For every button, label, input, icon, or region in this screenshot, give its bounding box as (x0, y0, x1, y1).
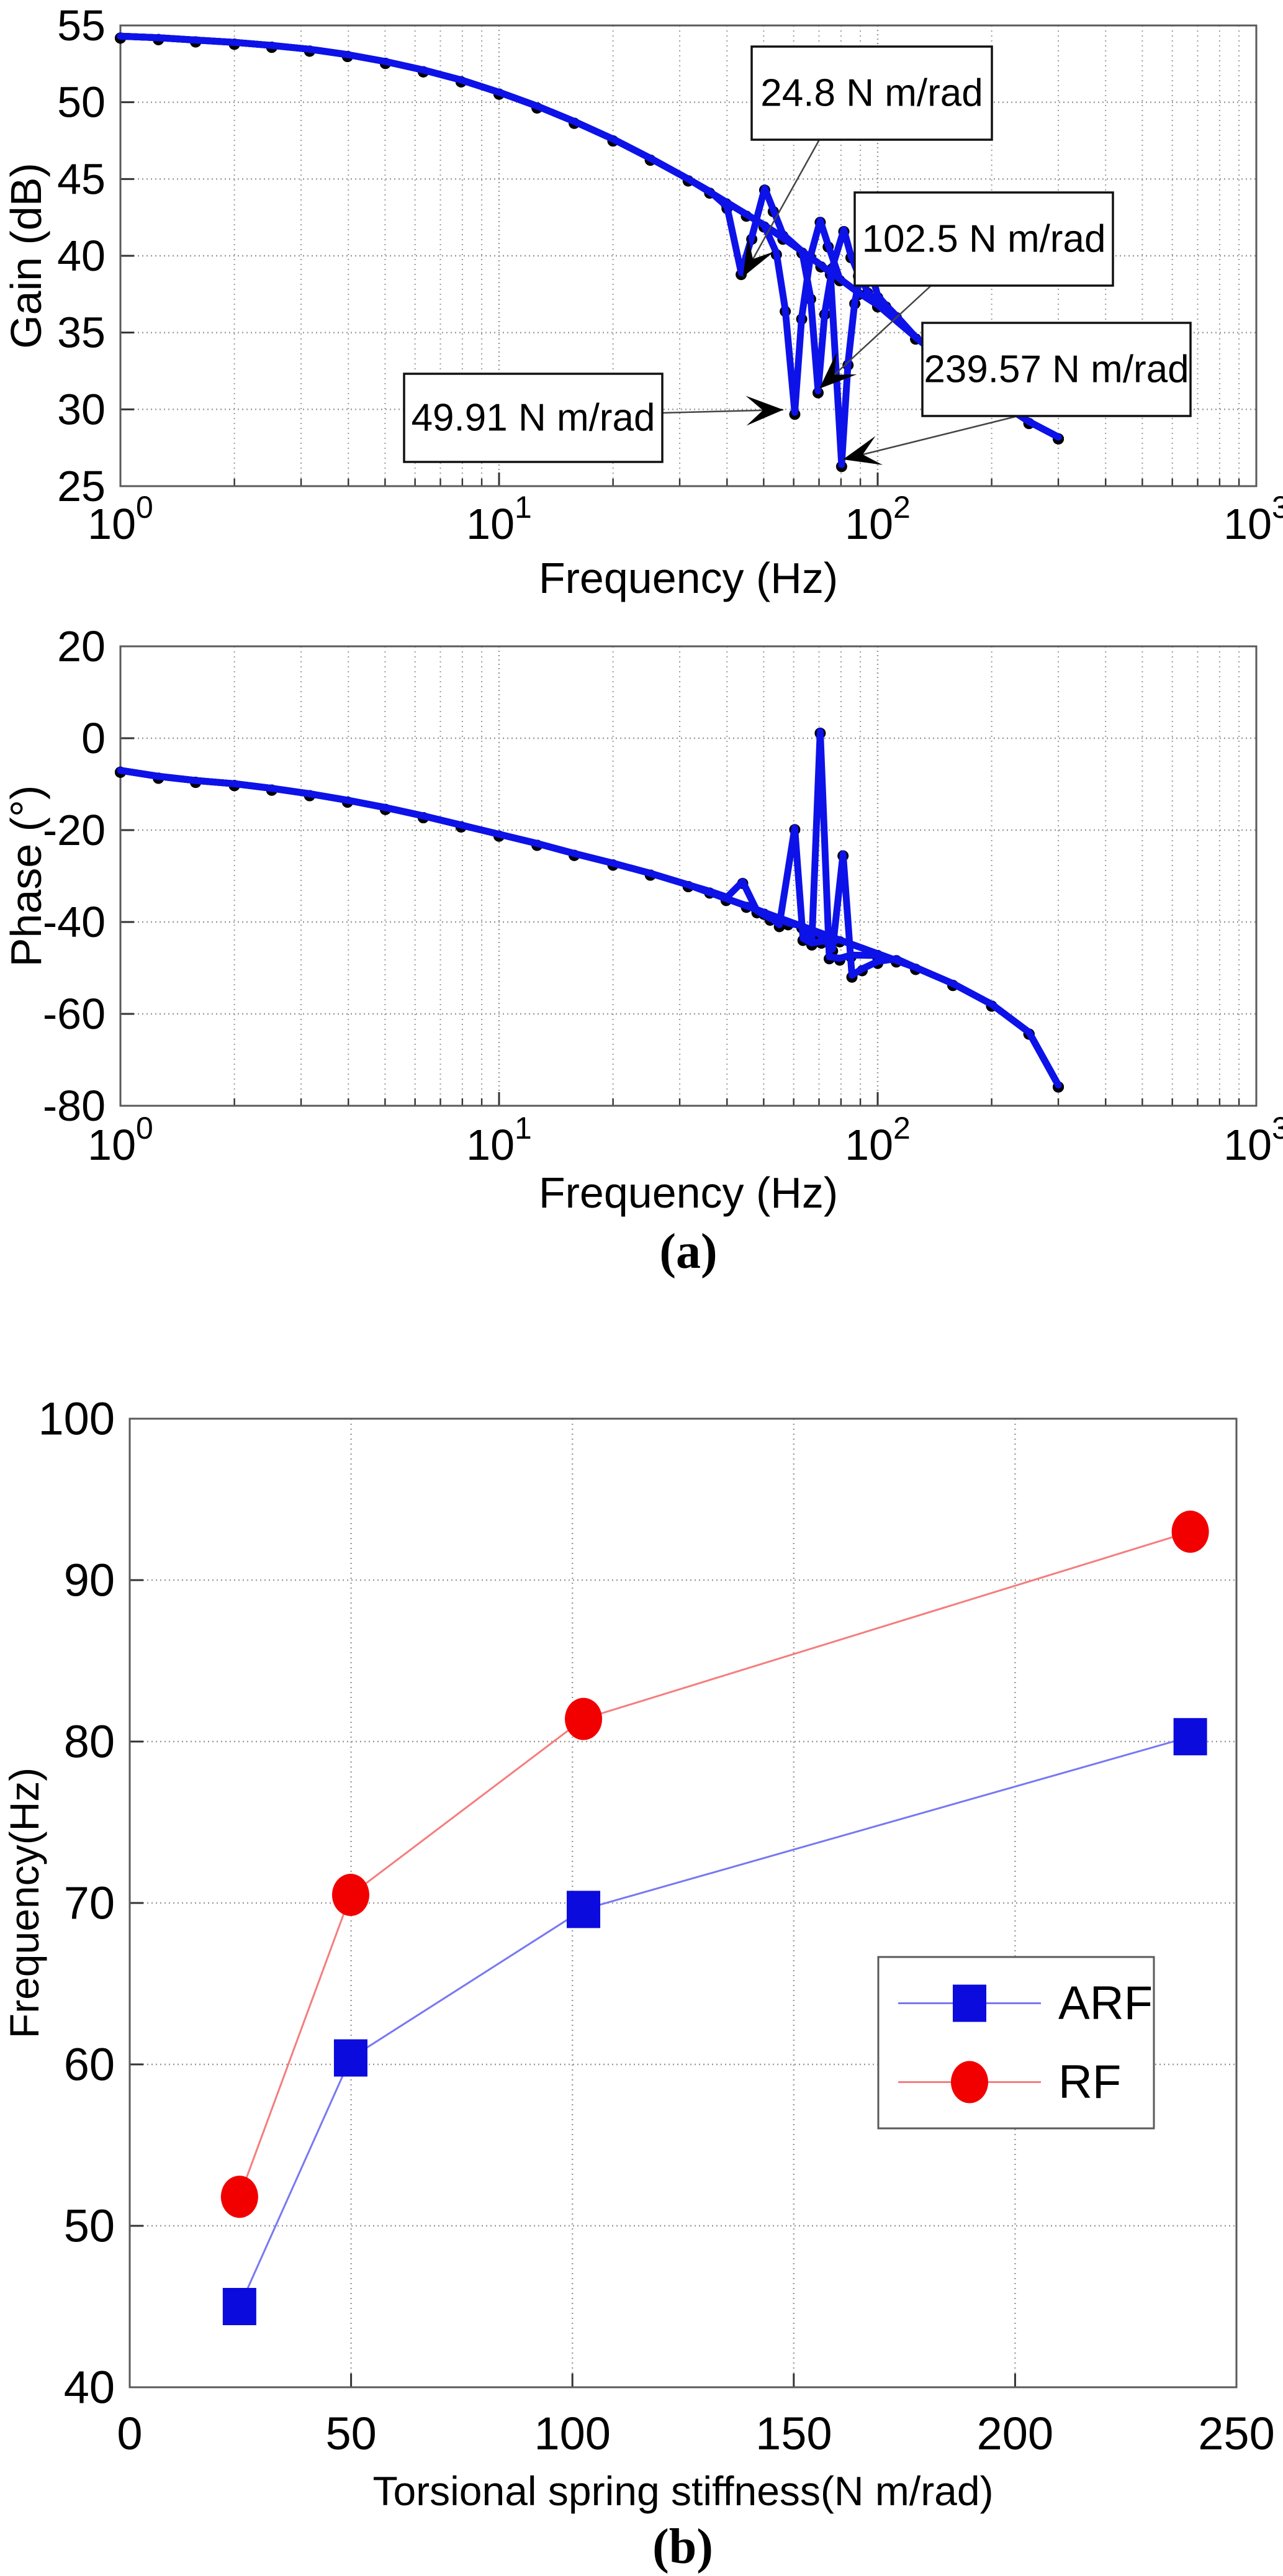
y-axis-title: Frequency(Hz) (1, 1768, 47, 2038)
x-tick-label: 100 (88, 1111, 153, 1169)
series-239.57 (117, 32, 1062, 468)
y-tick-label: 60 (64, 2039, 115, 2090)
series-group (220, 1511, 1209, 2325)
chart-grid (120, 646, 1256, 1106)
series-49.91 (117, 767, 1062, 1089)
x-tick-label: 103 (1223, 1111, 1283, 1169)
y-tick-label: 35 (57, 309, 106, 357)
x-tick-label: 100 (534, 2408, 610, 2459)
annotation-text: 239.57 N m/rad (924, 348, 1189, 391)
marker-circle (220, 2176, 258, 2218)
y-tick-label: 90 (64, 1555, 115, 1606)
series-group (115, 727, 1065, 1093)
y-tick-label: 80 (64, 1716, 115, 1768)
y-tick-label: 55 (57, 1, 106, 50)
y-tick-label: 0 (81, 714, 106, 762)
legend: ARF RF (877, 1956, 1155, 2130)
y-tick-label: 100 (38, 1393, 115, 1445)
annotation-box (403, 373, 664, 463)
y-axis-title: Gain (dB) (2, 163, 50, 349)
annotation-box (853, 191, 1114, 287)
y-tick-label: 40 (64, 2362, 115, 2413)
x-tick-label: 250 (1198, 2408, 1274, 2459)
annotation-text: 24.8 N m/rad (760, 72, 983, 115)
chart-frame (119, 24, 1258, 487)
x-tick-label: 50 (325, 2408, 376, 2459)
x-axis-title: Torsional spring stiffness(N m/rad) (372, 2468, 993, 2514)
annotation-box (750, 45, 993, 141)
x-tick-label: 102 (845, 490, 911, 548)
series-line-ARF (238, 1735, 1191, 2307)
legend-marker-circle (951, 2061, 988, 2104)
y-tick-label: 45 (57, 155, 106, 203)
x-tick-label: 150 (755, 2408, 832, 2459)
axis-labels: 0 50 100 150 200 250 40 50 60 70 80 90 100 Torsional … (1, 1393, 1275, 2515)
x-tick-label: 101 (466, 490, 532, 548)
annotation-text: 49.91 N m/rad (412, 397, 655, 440)
x-tick-label: 102 (845, 1111, 911, 1169)
legend-box (877, 1956, 1155, 2130)
chart-frame (119, 645, 1258, 1107)
arrowhead-icon (843, 436, 883, 465)
y-tick-label: 20 (57, 622, 106, 671)
y-tick-label: 70 (64, 1878, 115, 1929)
x-tick-label: 0 (117, 2408, 142, 2459)
annotation: 49.91 N m/rad (403, 373, 784, 463)
chart-grid (130, 1419, 1236, 2387)
legend-label: ARF (1058, 1977, 1153, 2030)
annotation: 24.8 N m/rad (742, 45, 993, 278)
y-tick-label: 50 (57, 78, 106, 127)
x-tick-label: 103 (1223, 490, 1283, 548)
x-tick-label: 101 (466, 1111, 532, 1169)
x-tick-label: 200 (977, 2408, 1053, 2459)
marker-circle (1171, 1511, 1209, 1553)
y-tick-label: 25 (57, 462, 106, 510)
panel-b-label: (b) (652, 2520, 713, 2574)
annotation-box (921, 322, 1192, 417)
series-239.57 (117, 767, 1062, 1089)
arrowhead-icon (743, 237, 775, 277)
series-24.8 (117, 767, 1062, 1089)
arrowhead-icon (819, 352, 857, 389)
annotation-text: 102.5 N m/rad (862, 218, 1106, 261)
bode-phase-chart: 100 101 102 103 -80 -60 -40 -20 0 20 Frequency (Hz… (2, 622, 1283, 1217)
annotation: 239.57 N m/rad (842, 322, 1192, 465)
series-line-RF (238, 1530, 1191, 2197)
y-tick-label: 40 (57, 232, 106, 280)
annotation: 102.5 N m/rad (819, 191, 1114, 389)
y-tick-label: -40 (43, 898, 106, 946)
x-tick-label: 100 (88, 490, 153, 548)
y-tick-label: -20 (43, 806, 106, 854)
marker-square (1173, 1718, 1207, 1756)
marker-square (333, 2039, 367, 2077)
marker-circle (331, 1874, 369, 1916)
y-tick-label: -60 (43, 990, 106, 1038)
x-axis-title: Frequency (Hz) (539, 1168, 838, 1217)
marker-square (222, 2288, 256, 2325)
axis-labels: 100 101 102 103 -80 -60 -40 -20 0 20 Frequency (Hz… (2, 622, 1283, 1217)
chart-frame (128, 1417, 1238, 2388)
y-tick-label: 30 (57, 385, 106, 433)
marker-circle (565, 1697, 603, 1740)
y-tick-label: -80 (43, 1082, 106, 1130)
marker-square (567, 1891, 601, 1928)
legend-label: RF (1058, 2056, 1121, 2108)
stiffness-frequency-chart: ARF RF 0 50 100 150 200 250 40 50 60 70 80 90 100 Torsi… (1, 1393, 1275, 2515)
axis-labels: 100 101 102 103 25 30 35 40 45 50 55 Frequency (Hz)… (2, 1, 1283, 602)
arrowhead-icon (745, 395, 783, 426)
y-tick-label: 50 (64, 2200, 115, 2252)
chart-ticks (119, 645, 1258, 1107)
legend-marker-square (953, 1984, 986, 2022)
panel-a-label: (a) (659, 1224, 717, 1279)
x-axis-title: Frequency (Hz) (539, 554, 838, 602)
y-axis-title: Phase (°) (2, 785, 50, 967)
bode-gain-chart: 24.8 N m/rad 102.5 N m/rad 239.57 N m/rad 4… (2, 1, 1283, 602)
